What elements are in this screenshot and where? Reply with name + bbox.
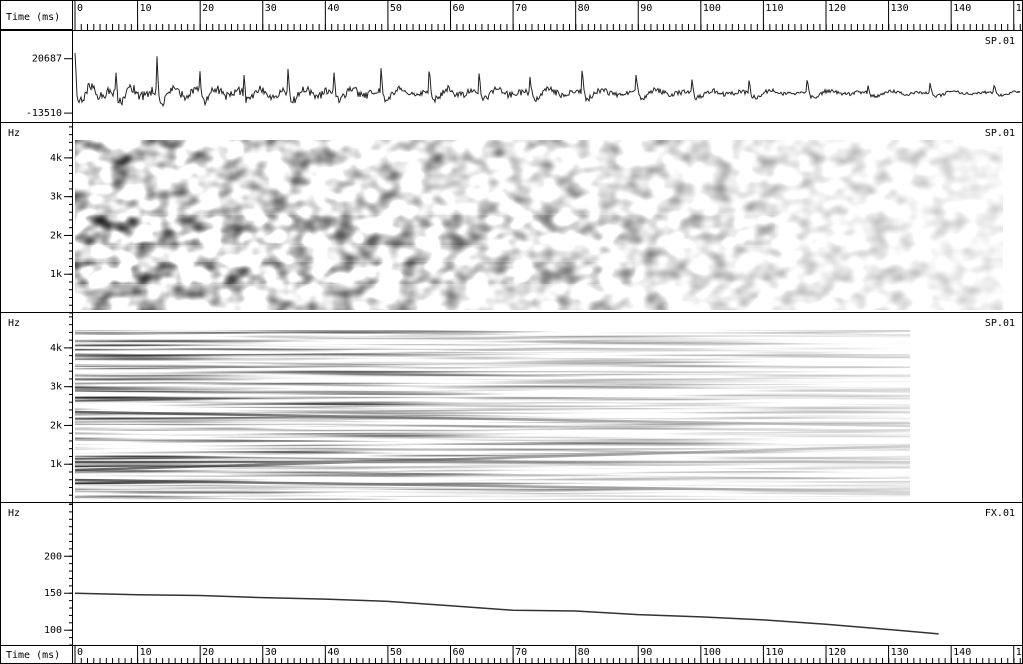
y-tick-label: -13510 [26, 108, 62, 119]
y-tick-label: 2k [50, 230, 62, 241]
ruler-tick-label: 110 [765, 3, 783, 14]
ruler-tick-label: 110 [765, 647, 783, 658]
ruler-tick-label: 70 [515, 647, 527, 658]
ruler-tick-label: 100 [703, 647, 721, 658]
ruler-tick-label: 20 [202, 3, 214, 14]
ruler-tick-label: 10 [140, 3, 152, 14]
spectrogram-wideband [75, 140, 1003, 310]
ruler-tick-label: 0 [77, 647, 83, 658]
ruler-tick-label: 120 [828, 3, 846, 14]
ruler-tick-label: 20 [202, 647, 214, 658]
ruler-tick-label: 80 [578, 647, 590, 658]
y-tick-label: 20687 [32, 54, 62, 65]
y-tick-label: 100 [44, 625, 62, 636]
y-tick-label: 200 [44, 551, 62, 562]
ruler-tick-label: 40 [327, 647, 339, 658]
y-tick-label: 4k [50, 343, 62, 354]
ruler-tick-label: 150 [1016, 647, 1023, 658]
y-tick-label: 1k [50, 269, 62, 280]
ruler-tick-label: 130 [891, 3, 909, 14]
y-tick-label: 3k [50, 382, 62, 393]
ruler-tick-label: 10 [140, 647, 152, 658]
unit-label: Hz [8, 128, 20, 139]
spectrogram-narrowband [74, 330, 911, 500]
ruler-tick-label: 100 [703, 3, 721, 14]
unit-label: Hz [8, 318, 20, 329]
ruler-tick-label: 60 [452, 647, 464, 658]
ruler-label-box [0, 0, 73, 30]
track-label: SP.01 [985, 318, 1015, 329]
ruler-tick-label: 30 [265, 647, 277, 658]
ruler-tick-label: 150 [1016, 3, 1023, 14]
ruler-tick-label: 30 [265, 3, 277, 14]
ruler-tick-label: 90 [640, 647, 652, 658]
waveform-trace [74, 52, 1021, 108]
ruler-tick-label: 90 [640, 3, 652, 14]
ruler-tick-label: 60 [452, 3, 464, 14]
ruler-tick-label: 50 [390, 3, 402, 14]
time-axis-label: Time (ms) [6, 12, 60, 23]
y-tick-label: 2k [50, 420, 62, 431]
ruler-tick-label: 140 [953, 3, 971, 14]
ruler-tick-label: 140 [953, 647, 971, 658]
time-axis-label: Time (ms) [6, 650, 60, 661]
ruler-tick-label: 40 [327, 3, 339, 14]
ruler-tick-label: 120 [828, 647, 846, 658]
ruler-tick-label: 130 [891, 647, 909, 658]
y-tick-label: 3k [50, 192, 62, 203]
track-label: SP.01 [985, 36, 1015, 47]
y-tick-label: 4k [50, 153, 62, 164]
f0-track [74, 592, 939, 635]
y-tick-label: 150 [44, 588, 62, 599]
ruler-tick-label: 50 [390, 647, 402, 658]
unit-label: Hz [8, 508, 20, 519]
ruler-tick-label: 0 [77, 3, 83, 14]
track-label: SP.01 [985, 128, 1015, 139]
y-tick-label: 1k [50, 459, 62, 470]
ruler-tick-label: 80 [578, 3, 590, 14]
track-label: FX.01 [985, 508, 1015, 519]
ruler-tick-label: 70 [515, 3, 527, 14]
